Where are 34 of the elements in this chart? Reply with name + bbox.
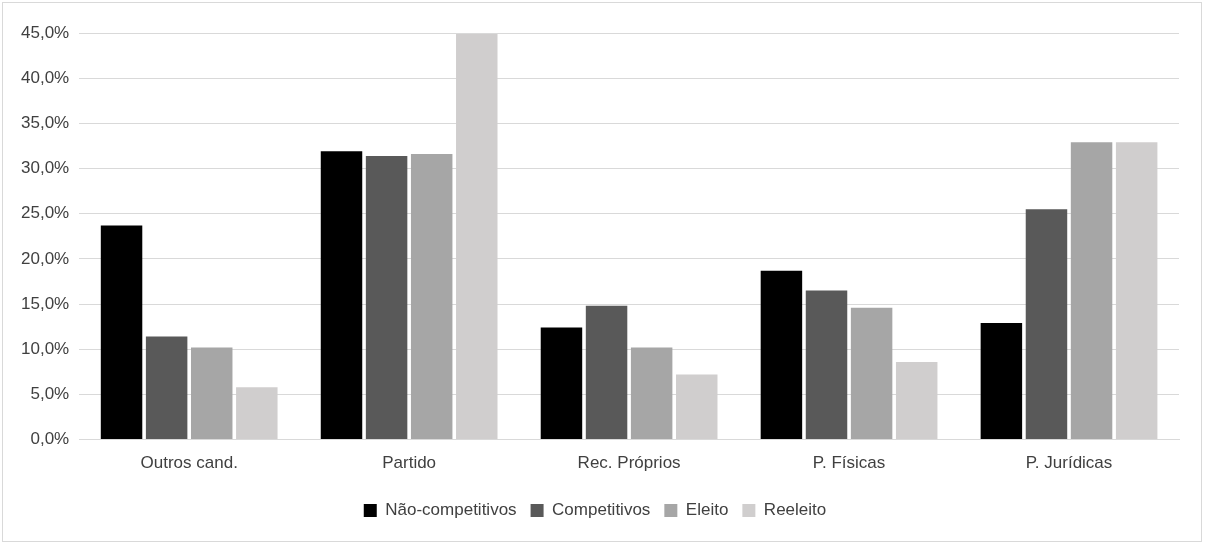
x-tick-label: Partido	[382, 453, 437, 473]
y-tick-label: 5,0%	[30, 384, 70, 404]
y-tick-label: 10,0%	[21, 338, 70, 358]
bar	[630, 347, 673, 440]
bar	[850, 307, 893, 440]
bar	[980, 323, 1023, 440]
y-tick-label: 0,0%	[30, 429, 70, 449]
x-tick-label: P. Físicas	[812, 453, 886, 473]
bar	[100, 225, 143, 440]
legend-label: Não-competitivos	[385, 500, 517, 520]
bar	[1025, 209, 1068, 440]
bar	[320, 151, 363, 440]
y-tick-label: 15,0%	[21, 293, 70, 313]
bar	[145, 336, 188, 440]
legend-label: Reeleito	[763, 500, 827, 520]
bar	[805, 290, 848, 440]
x-tick-label: Outros cand.	[140, 453, 238, 473]
bar	[760, 270, 803, 440]
y-tick-label: 40,0%	[21, 67, 70, 87]
y-tick-label: 45,0%	[21, 22, 70, 42]
bar	[365, 155, 408, 440]
legend-label: Competitivos	[552, 500, 651, 520]
y-tick-label: 25,0%	[21, 203, 70, 223]
bar	[540, 327, 583, 440]
bar	[1070, 142, 1113, 440]
x-tick-label: Rec. Próprios	[577, 453, 681, 473]
legend-label: Eleito	[685, 500, 729, 520]
bar	[410, 154, 453, 440]
y-tick-label: 20,0%	[21, 248, 70, 268]
y-tick-label: 30,0%	[21, 158, 70, 178]
y-tick-label: 35,0%	[21, 113, 70, 133]
bar	[585, 305, 628, 440]
bar	[190, 347, 233, 440]
x-tick-label: P. Jurídicas	[1025, 453, 1113, 473]
